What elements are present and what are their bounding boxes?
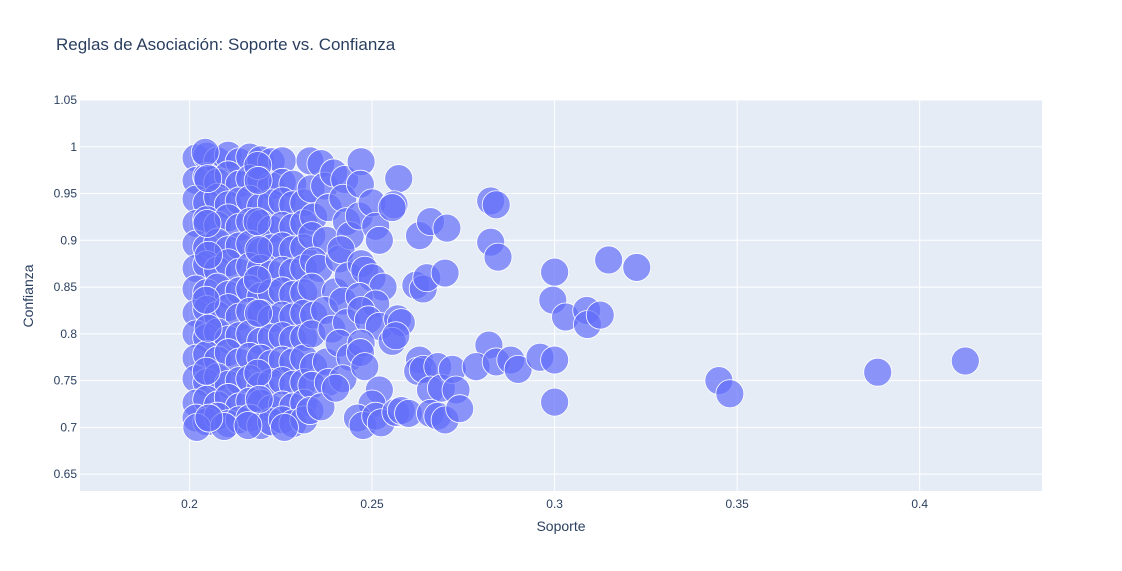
data-point[interactable] [243, 265, 272, 294]
data-point[interactable] [381, 321, 411, 351]
data-point[interactable] [483, 242, 513, 272]
data-point[interactable] [242, 207, 272, 237]
data-point[interactable] [950, 346, 980, 376]
chart-title: Reglas de Asociación: Soporte vs. Confia… [56, 35, 396, 54]
data-point[interactable] [233, 411, 263, 440]
data-point[interactable] [432, 213, 462, 243]
x-tick-label: 0.4 [911, 497, 928, 511]
data-point[interactable] [384, 164, 414, 193]
data-point[interactable] [350, 352, 380, 381]
y-tick-label: 1 [70, 140, 77, 154]
data-point[interactable] [377, 193, 407, 222]
data-point[interactable] [430, 258, 460, 288]
data-point[interactable] [321, 373, 350, 403]
data-point[interactable] [594, 245, 624, 275]
data-point[interactable] [481, 190, 511, 220]
data-point[interactable] [503, 354, 533, 384]
data-point[interactable] [193, 164, 223, 193]
x-tick-label: 0.3 [546, 497, 563, 511]
x-tick-label: 0.35 [725, 497, 749, 511]
data-point[interactable] [622, 253, 652, 282]
data-point[interactable] [364, 225, 394, 255]
data-point[interactable] [540, 345, 570, 375]
data-point[interactable] [540, 257, 570, 287]
y-axis-title: Confianza [20, 264, 36, 327]
data-point[interactable] [445, 394, 475, 424]
x-tick-label: 0.25 [360, 497, 384, 511]
data-point[interactable] [270, 412, 299, 442]
y-tick-labels: 0.65 0.7 0.75 0.8 0.85 0.9 0.95 1 1.05 [54, 93, 78, 481]
y-tick-label: 0.9 [60, 233, 77, 247]
x-tick-label: 0.2 [181, 497, 198, 511]
data-point[interactable] [193, 313, 223, 343]
y-tick-label: 0.65 [54, 467, 78, 481]
y-tick-label: 0.95 [54, 187, 78, 201]
data-point[interactable] [191, 356, 221, 386]
y-tick-label: 0.75 [54, 374, 78, 388]
data-point[interactable] [194, 240, 223, 270]
data-point[interactable] [540, 387, 570, 417]
y-tick-label: 0.7 [60, 420, 77, 434]
data-point[interactable] [244, 235, 274, 265]
x-axis-title: Soporte [536, 518, 585, 534]
data-point[interactable] [244, 384, 274, 414]
data-point[interactable] [243, 166, 273, 195]
data-point[interactable] [585, 300, 615, 330]
data-points [181, 137, 980, 442]
x-tick-labels: 0.2 0.25 0.3 0.35 0.4 [181, 497, 928, 511]
data-point[interactable] [191, 285, 221, 315]
data-point[interactable] [192, 209, 222, 238]
y-tick-label: 1.05 [54, 93, 78, 107]
data-point[interactable] [243, 358, 273, 388]
y-tick-label: 0.8 [60, 327, 77, 341]
data-point[interactable] [244, 298, 273, 328]
y-tick-label: 0.85 [54, 280, 78, 294]
data-point[interactable] [190, 137, 220, 167]
data-point[interactable] [715, 379, 745, 409]
data-point[interactable] [863, 357, 893, 387]
data-point[interactable] [194, 403, 224, 433]
